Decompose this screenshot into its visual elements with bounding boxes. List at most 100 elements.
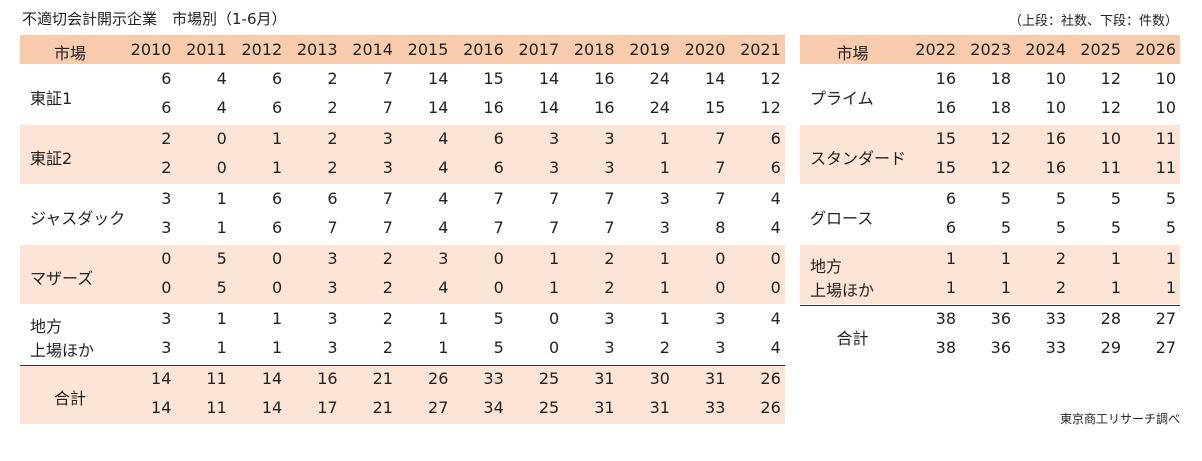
cell-value: 3 [604, 309, 615, 328]
cell-value: 24 [649, 69, 670, 88]
cell-value: 7 [493, 218, 504, 237]
cell-value: 10 [1045, 98, 1066, 117]
cell-value: 21 [372, 398, 393, 417]
cell-value: 2 [327, 69, 338, 88]
cell-value: 3 [382, 129, 393, 148]
cell-value: 11 [1100, 158, 1121, 177]
cell-value: 1 [659, 158, 670, 177]
cell-value: 18 [990, 98, 1011, 117]
cell-value: 6 [272, 98, 283, 117]
cell-value: 33 [483, 369, 504, 388]
cell-value: 0 [216, 158, 227, 177]
cell-value: 38 [935, 338, 956, 357]
cell-value: 26 [760, 369, 781, 388]
cell-value: 0 [161, 249, 172, 268]
row-label: 合計 [53, 389, 86, 408]
cell-value: 34 [483, 398, 504, 417]
cell-value: 4 [216, 69, 227, 88]
cell-value: 33 [1045, 309, 1066, 328]
cell-value: 14 [428, 98, 449, 117]
header-cell: 2024 [1025, 40, 1066, 59]
cell-value: 1 [438, 309, 449, 328]
cell-value: 15 [705, 98, 726, 117]
cell-value: 3 [659, 218, 670, 237]
cell-value: 0 [161, 278, 172, 297]
cell-value: 6 [161, 98, 172, 117]
cell-value: 16 [594, 98, 615, 117]
cell-value: 4 [770, 338, 781, 357]
cell-value: 14 [428, 69, 449, 88]
cell-value: 3 [327, 278, 338, 297]
cell-value: 16 [317, 369, 338, 388]
cell-value: 5 [1165, 189, 1176, 208]
cell-value: 31 [705, 369, 726, 388]
cell-value: 4 [770, 189, 781, 208]
cell-value: 6 [272, 218, 283, 237]
cell-value: 1 [216, 338, 227, 357]
header-cell: 2026 [1135, 40, 1176, 59]
cell-value: 12 [1100, 98, 1121, 117]
cell-value: 27 [428, 398, 449, 417]
cell-value: 12 [1100, 69, 1121, 88]
cell-value: 3 [382, 158, 393, 177]
cell-value: 14 [261, 398, 283, 417]
cell-value: 2 [327, 98, 338, 117]
cell-value: 2 [327, 129, 338, 148]
row [800, 245, 1180, 304]
cell-value: 16 [935, 69, 956, 88]
cell-value: 7 [604, 189, 615, 208]
cell-value: 31 [594, 369, 615, 388]
header-cell: 2019 [629, 40, 670, 59]
cell-value: 1 [1000, 249, 1011, 268]
cell-value: 24 [649, 98, 670, 117]
cell-value: 3 [549, 158, 560, 177]
row-label: 合計 [836, 329, 869, 348]
row [20, 365, 785, 424]
cell-value: 17 [317, 398, 338, 417]
cell-value: 2 [1055, 249, 1066, 268]
cell-value: 1 [216, 218, 227, 237]
cell-value: 4 [438, 129, 449, 148]
cell-value: 5 [1000, 189, 1011, 208]
cell-value: 0 [715, 249, 726, 268]
cell-value: 14 [151, 398, 172, 417]
cell-value: 15 [483, 69, 504, 88]
row [20, 305, 785, 364]
cell-value: 1 [1110, 249, 1121, 268]
cell-value: 1 [272, 158, 283, 177]
cell-value: 1 [945, 249, 956, 268]
cell-value: 14 [538, 69, 560, 88]
cell-value: 10 [1045, 69, 1066, 88]
cell-value: 4 [438, 189, 449, 208]
header-cell: 2012 [241, 40, 283, 59]
cell-value: 1 [1110, 278, 1121, 297]
cell-value: 16 [1045, 158, 1066, 177]
cell-value: 1 [1165, 278, 1176, 297]
header-cell: 2023 [970, 40, 1011, 59]
row-label: 地方 [30, 317, 63, 336]
cell-value: 4 [438, 218, 449, 237]
cell-value: 3 [161, 309, 172, 328]
cell-value: 5 [216, 278, 227, 297]
header-cell: 2021 [740, 40, 781, 59]
cell-value: 4 [770, 309, 781, 328]
header-cell: 2011 [186, 40, 227, 59]
cell-value: 10 [1155, 69, 1176, 88]
cell-value: 5 [493, 309, 504, 328]
row [800, 185, 1180, 244]
cell-value: 16 [594, 69, 615, 88]
row [20, 125, 785, 184]
cell-value: 12 [760, 98, 781, 117]
header-cell: 2017 [518, 40, 560, 59]
cell-value: 1 [659, 249, 670, 268]
cell-value: 3 [659, 189, 670, 208]
cell-value: 2 [659, 338, 670, 357]
cell-value: 7 [382, 98, 393, 117]
cell-value: 21 [372, 369, 393, 388]
row-label: プライム [810, 89, 874, 108]
cell-value: 33 [1045, 338, 1066, 357]
cell-value: 10 [1100, 129, 1121, 148]
header-cell: 2015 [407, 40, 449, 59]
cell-value: 1 [1000, 278, 1011, 297]
